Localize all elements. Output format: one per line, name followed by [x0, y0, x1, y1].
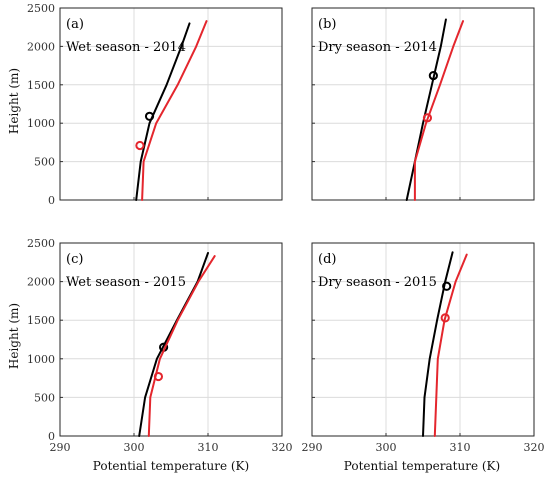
- red-profile-marker: [422, 113, 433, 123]
- black-profile-marker: [428, 70, 438, 81]
- plot-area: [312, 8, 534, 200]
- black-profile-line: [405, 18, 447, 201]
- y-axis-label-bottom: Height (m): [7, 303, 21, 369]
- panel-subtitle: Wet season - 2015: [66, 275, 186, 290]
- plot-area: [312, 243, 534, 436]
- red-profile-marker: [440, 313, 450, 323]
- black-profile-marker: [144, 111, 155, 121]
- panel-label: (a): [66, 17, 84, 32]
- plot-frame: [59, 7, 283, 201]
- red-profile-marker: [153, 371, 164, 382]
- y-tick-label: 1000: [27, 117, 55, 130]
- panel-subtitle: Dry season - 2015: [318, 275, 437, 290]
- y-tick-label: 2500: [27, 2, 55, 15]
- y-tick-label: 1500: [27, 314, 55, 327]
- y-axis-label-top: Height (m): [7, 68, 21, 134]
- y-tick-label: 0: [48, 194, 55, 207]
- y-tick-label: 500: [34, 391, 55, 404]
- red-profile-marker: [135, 140, 145, 151]
- plot-area: [60, 243, 282, 436]
- x-tick-label: 310: [450, 441, 471, 454]
- black-profile-line: [422, 251, 454, 437]
- plot-frame: [311, 7, 535, 201]
- x-tick-label: 320: [272, 441, 293, 454]
- x-tick-label: 290: [50, 441, 71, 454]
- panel-d: 290 300 310 320 (d) Dry season - 2015: [302, 242, 545, 454]
- x-tick-label: 310: [198, 441, 219, 454]
- red-profile-line: [147, 255, 216, 437]
- y-tick-label: 2000: [27, 40, 55, 53]
- black-profile-line: [138, 252, 209, 437]
- y-tick-label: 500: [34, 156, 55, 169]
- x-tick-label: 290: [302, 441, 323, 454]
- y-tick-label: 2500: [27, 237, 55, 250]
- plot-frame: [59, 242, 283, 437]
- x-tick-label: 300: [376, 441, 397, 454]
- panel-c: 0 500 1000 1500 2000 2500 290 300 310 320 (c) Wet s…: [27, 237, 293, 454]
- plot-area: [60, 8, 282, 200]
- panel-subtitle: Dry season - 2014: [318, 40, 437, 55]
- panel-label: (b): [318, 17, 336, 32]
- y-tick-label: 0: [48, 430, 55, 443]
- panel-label: (d): [318, 252, 336, 267]
- black-profile-line: [135, 22, 191, 201]
- x-axis-label-right: Potential temperature (K): [344, 459, 500, 473]
- x-tick-label: 320: [524, 441, 545, 454]
- panel-a: 0 500 1000 1500 2000 2500 (a) Wet season - 2014: [27, 2, 283, 207]
- red-profile-line: [433, 253, 468, 437]
- x-tick-label: 300: [124, 441, 145, 454]
- y-tick-label: 1000: [27, 353, 55, 366]
- x-axis-label-left: Potential temperature (K): [93, 459, 249, 473]
- y-tick-label: 1500: [27, 79, 55, 92]
- red-profile-line: [413, 20, 464, 201]
- red-profile-line: [141, 20, 208, 201]
- black-profile-marker: [442, 281, 452, 291]
- panel-b: (b) Dry season - 2014: [311, 7, 535, 201]
- y-tick-label: 2000: [27, 276, 55, 289]
- panel-subtitle: Wet season - 2014: [66, 40, 186, 55]
- panel-label: (c): [66, 252, 83, 267]
